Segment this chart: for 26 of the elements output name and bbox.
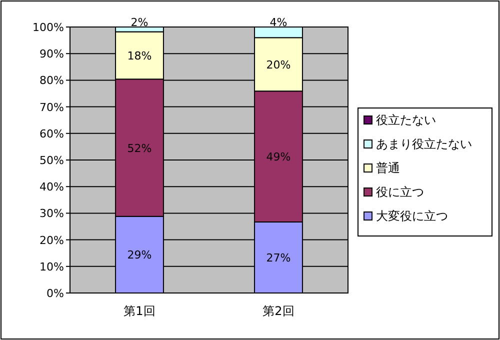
- legend-label: 役に立つ: [376, 185, 424, 199]
- y-tick-label: 50%: [40, 154, 64, 167]
- y-tick-label: 30%: [40, 207, 64, 220]
- data-label: 29%: [127, 248, 152, 262]
- y-tick-label: 70%: [40, 100, 64, 114]
- x-tick-label: 第1回: [124, 304, 156, 318]
- y-tick-label: 20%: [40, 234, 64, 247]
- data-label: 2%: [130, 16, 148, 29]
- y-tick-label: 90%: [40, 48, 64, 61]
- y-tick-label: 100%: [32, 21, 64, 34]
- data-label: 27%: [266, 251, 291, 264]
- legend-label: 役立たない: [376, 113, 436, 127]
- x-tick-label: 第2回: [262, 304, 294, 318]
- legend-label: あまり役立たない: [376, 137, 472, 151]
- y-tick-label: 10%: [40, 260, 64, 274]
- legend-label: 普通: [376, 161, 400, 175]
- y-tick-label: 60%: [40, 127, 64, 140]
- y-tick-label: 80%: [40, 74, 64, 88]
- data-label: 18%: [127, 49, 152, 62]
- data-label: 49%: [266, 150, 291, 164]
- y-tick-label: 0%: [46, 287, 64, 300]
- data-label: 52%: [127, 142, 152, 155]
- y-tick-label: 40%: [40, 180, 64, 194]
- legend-label: 大変役に立つ: [376, 209, 448, 223]
- data-label: 4%: [270, 16, 288, 29]
- data-label: 20%: [266, 58, 291, 72]
